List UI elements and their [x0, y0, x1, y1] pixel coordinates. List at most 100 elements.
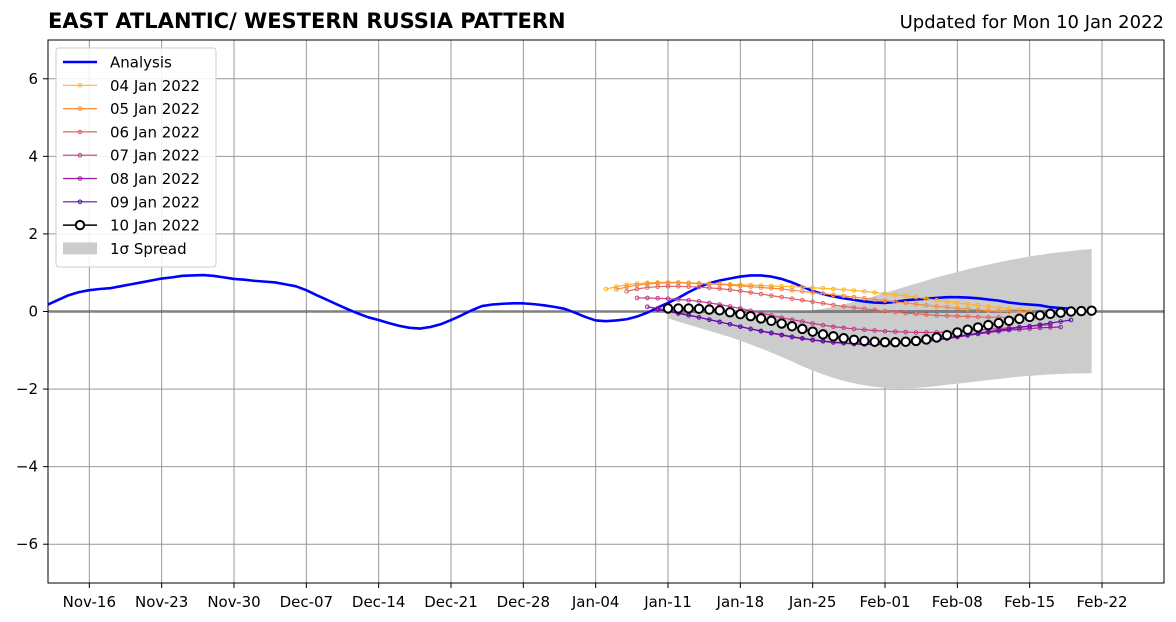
forecast-point: [634, 295, 640, 301]
legend-entry: 10 Jan 2022: [63, 217, 200, 235]
forecast-point: [786, 321, 798, 332]
x-tick-label: Jan-04: [571, 593, 620, 611]
forecast-point: [913, 301, 919, 307]
forecast-point: [965, 306, 970, 312]
forecast-point: [913, 330, 919, 335]
legend-label: 04 Jan 2022: [110, 77, 200, 95]
forecast-point: [800, 289, 805, 294]
forecast-point: [893, 292, 898, 298]
forecast-point: [1003, 315, 1015, 327]
forecast-point: [893, 309, 898, 315]
forecast-point: [755, 313, 767, 324]
forecast-point: [848, 334, 860, 346]
forecast-point: [789, 334, 795, 340]
legend-label: Analysis: [110, 54, 172, 72]
y-tick-label: 4: [28, 147, 38, 165]
forecast-point: [831, 302, 836, 308]
updated-date: Updated for Mon 10 Jan 2022: [899, 12, 1164, 33]
forecast-point: [727, 321, 733, 327]
x-tick-label: Feb-01: [859, 593, 910, 611]
forecast-point: [903, 293, 908, 299]
forecast-point: [696, 299, 702, 304]
y-tick-label: 0: [28, 303, 38, 321]
forecast-point: [996, 308, 1001, 314]
forecast-point: [645, 304, 650, 310]
forecast-point: [748, 284, 753, 289]
x-tick-label: Dec-21: [424, 593, 478, 611]
forecast-point: [820, 285, 826, 291]
forecast-point: [924, 296, 929, 302]
analysis-line: [47, 273, 1072, 330]
forecast-point: [673, 303, 684, 314]
forecast-point: [1055, 307, 1066, 318]
forecast-point: [1086, 305, 1097, 316]
legend-entry: 05 Jan 2022: [63, 100, 200, 118]
forecast-point: [662, 303, 674, 314]
forecast-point: [614, 287, 619, 292]
forecast-point: [924, 302, 929, 308]
forecast-line: [626, 285, 1040, 319]
forecast-point: [1034, 310, 1046, 321]
forecast-point: [955, 313, 960, 319]
forecast-point: [882, 308, 888, 314]
forecast-point: [993, 317, 1004, 329]
forecast-point: [903, 329, 908, 335]
forecast-point: [758, 291, 764, 297]
forecast-point: [655, 296, 660, 301]
x-tick-label: Nov-30: [207, 593, 260, 611]
forecast-point: [975, 307, 981, 313]
legend-swatch-marker: [77, 129, 83, 135]
forecast-point: [972, 322, 984, 333]
legend-entry: 04 Jan 2022: [63, 77, 200, 95]
legend-swatch-marker: [77, 199, 83, 205]
forecast-point: [817, 329, 829, 340]
y-tick-label: 2: [28, 225, 38, 243]
forecast-point: [831, 286, 836, 292]
forecast-point: [800, 297, 805, 303]
forecast-point: [1058, 324, 1063, 330]
legend: Analysis 04 Jan 2022 05 Jan 2022 06 Jan 202…: [55, 47, 217, 268]
forecast-point: [810, 321, 815, 326]
forecast-point: [1068, 317, 1074, 323]
forecast-point: [893, 299, 898, 305]
forecast-point: [1065, 306, 1077, 317]
legend-entry: 08 Jan 2022: [63, 170, 200, 188]
forecast-point: [851, 294, 857, 300]
forecast-point: [769, 293, 774, 298]
forecast-point: [800, 319, 805, 324]
forecast-point: [838, 333, 849, 344]
forecast-point: [965, 301, 970, 307]
forecast-point: [944, 304, 950, 310]
forecast-point: [934, 297, 939, 303]
forecast-point: [910, 335, 922, 347]
y-tick-label: −2: [16, 380, 38, 398]
legend-entry: Analysis: [63, 54, 172, 72]
forecast-point: [869, 336, 880, 347]
x-tick-label: Feb-15: [1004, 593, 1055, 611]
forecast-point: [851, 305, 857, 310]
forecast-point: [748, 326, 753, 332]
forecast-point: [862, 289, 867, 294]
forecast-point: [779, 294, 784, 300]
forecast-point: [745, 310, 756, 322]
x-tick-label: Jan-11: [643, 593, 692, 611]
forecast-point: [665, 283, 671, 289]
forecast-point: [841, 325, 846, 331]
forecast-point: [975, 314, 981, 320]
x-tick-label: Jan-18: [716, 593, 765, 611]
forecast-point: [717, 286, 722, 291]
legend-label: 09 Jan 2022: [110, 193, 200, 211]
forecast-point: [862, 306, 867, 312]
series-layer: [47, 273, 1097, 348]
legend-entry: 06 Jan 2022: [63, 123, 200, 141]
x-tick-label: Dec-07: [280, 593, 334, 611]
chart-title: EAST ATLANTIC/ WESTERN RUSSIA PATTERN: [48, 9, 566, 33]
legend-label: 06 Jan 2022: [110, 123, 200, 141]
forecast-point: [738, 324, 743, 329]
forecast-point: [983, 319, 994, 331]
forecast-point: [766, 315, 777, 327]
forecast-point: [696, 315, 702, 320]
forecast-point: [986, 308, 991, 314]
spread-band: [668, 249, 1092, 389]
